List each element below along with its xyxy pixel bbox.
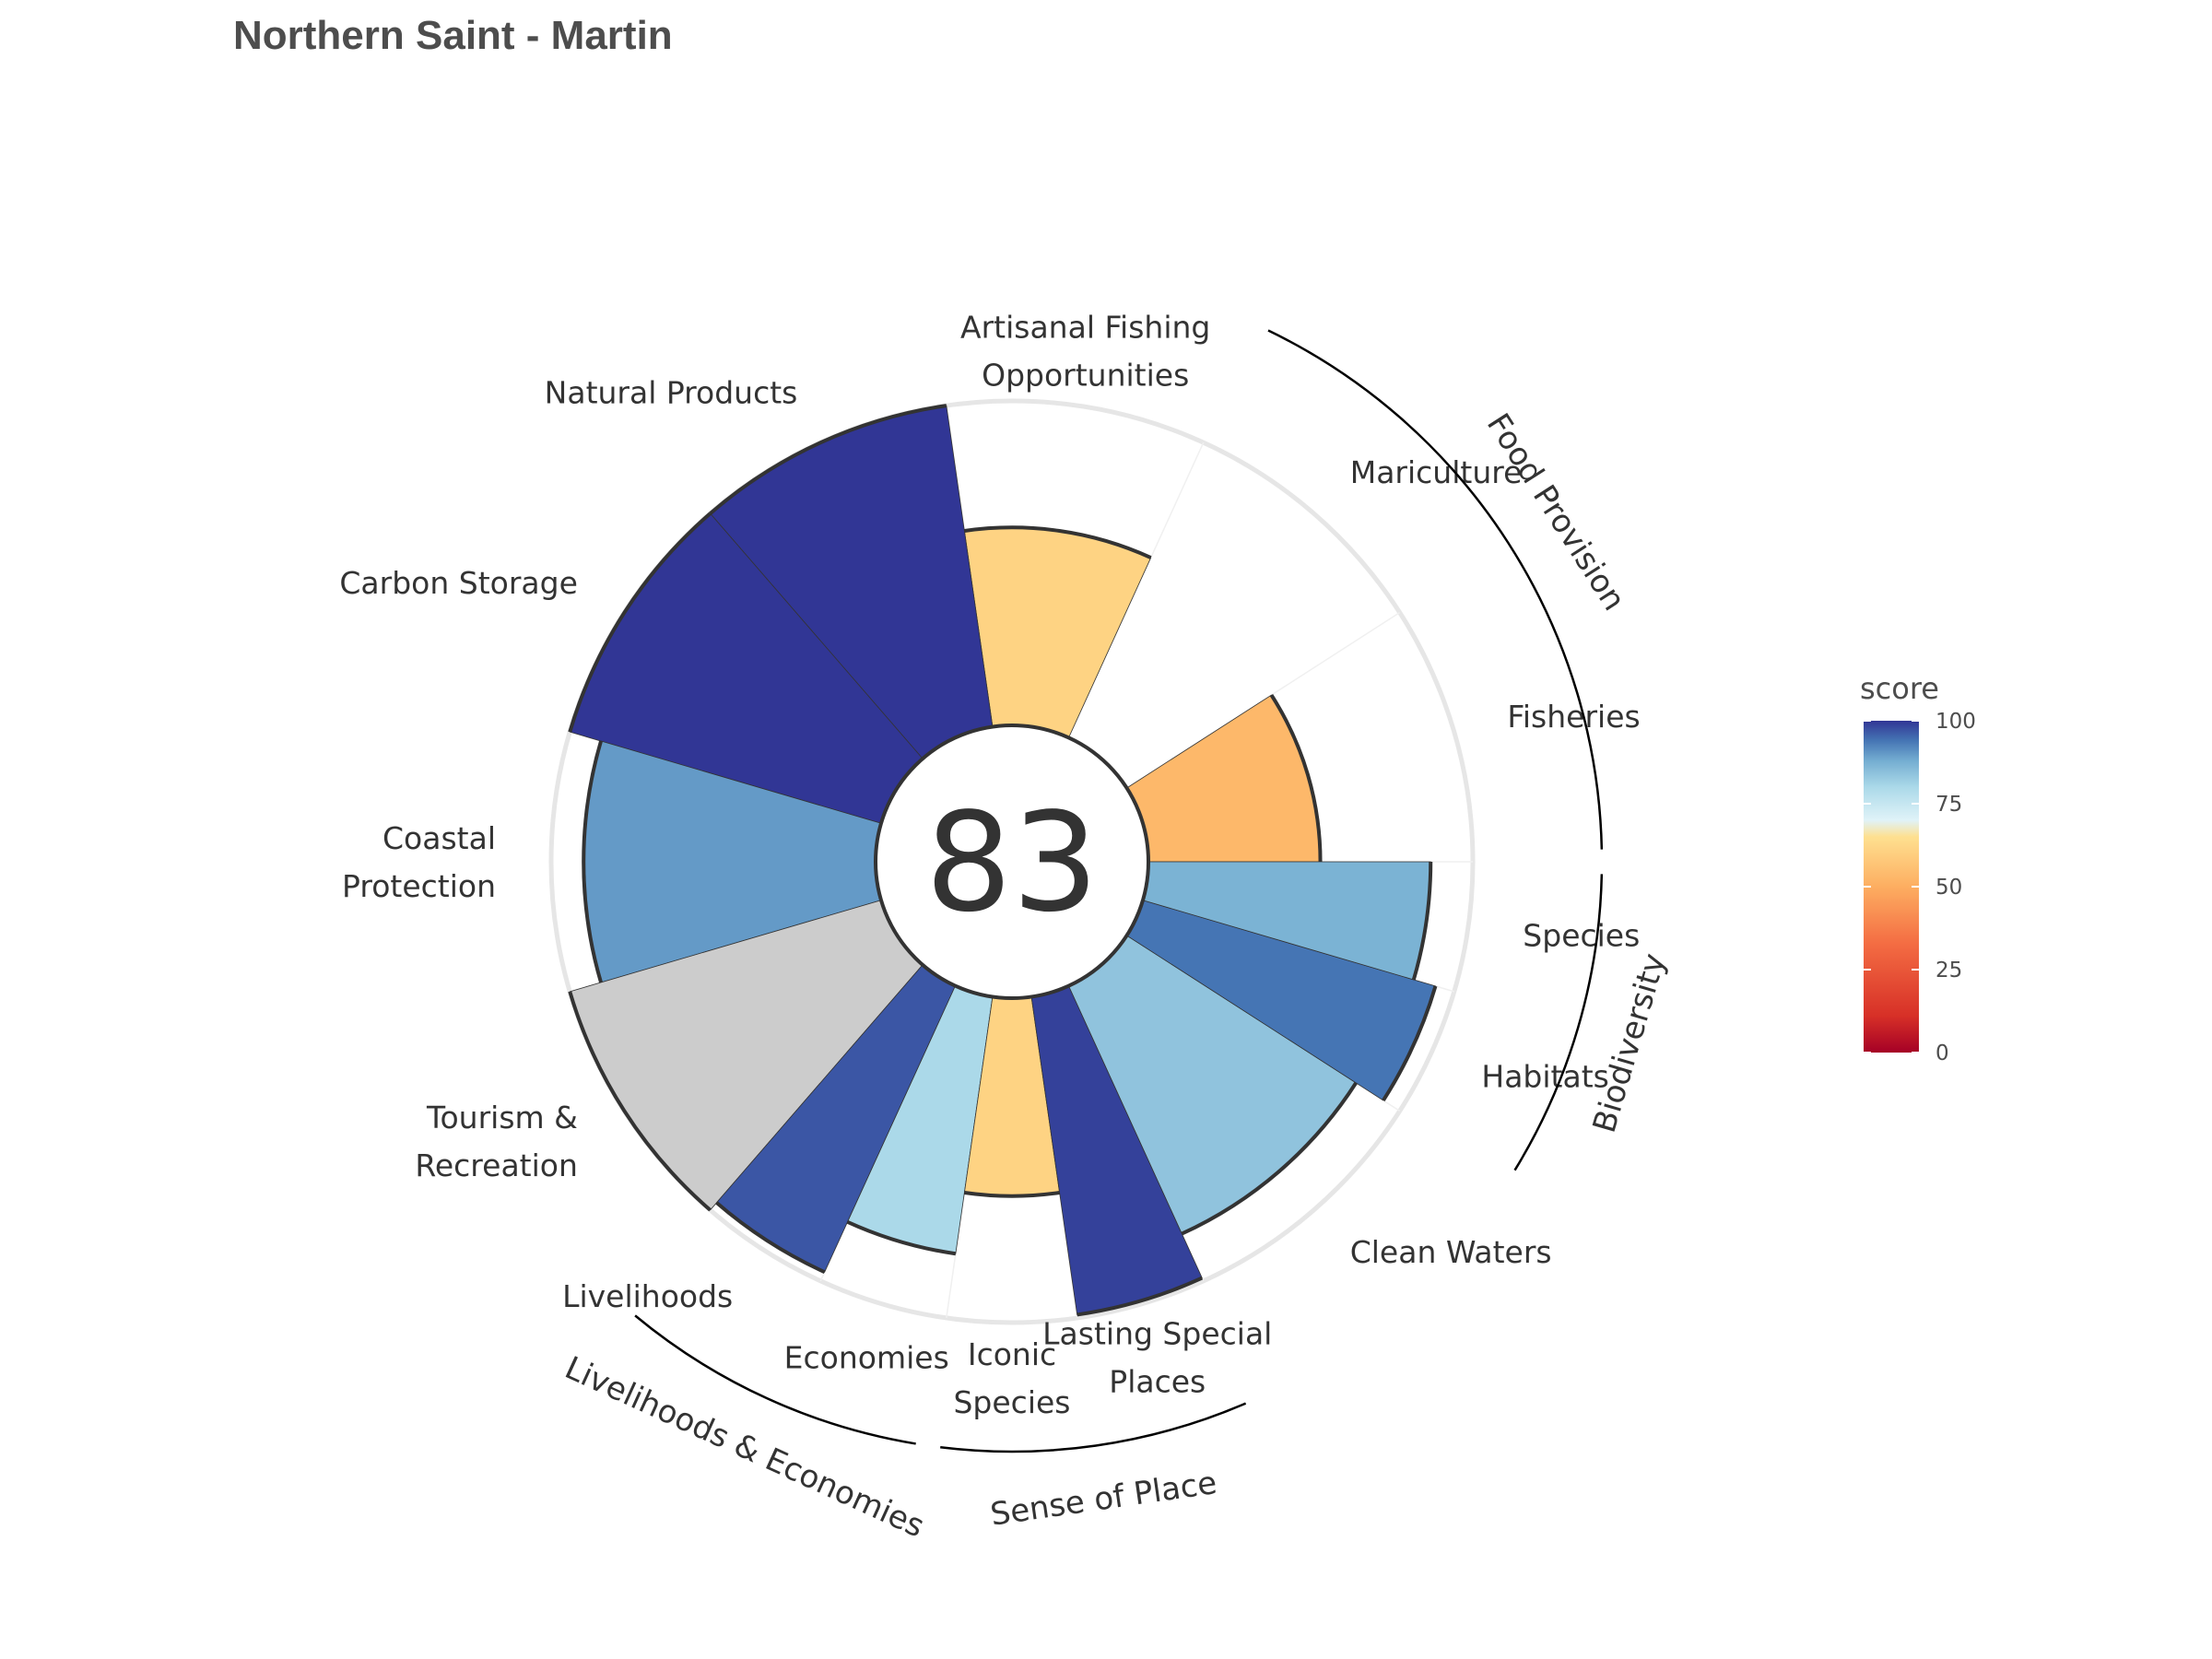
petal-outline-livelihoods — [715, 1201, 826, 1275]
goal-label-habitats: Habitats — [1481, 1059, 1608, 1095]
petal-fisheries — [1125, 694, 1321, 863]
goal-label-livelihoods: Livelihoods — [562, 1278, 733, 1314]
petal-outline-carbon-storage — [568, 512, 712, 733]
goal-label-tourism-and-recreation: Tourism & — [426, 1100, 578, 1135]
goal-label-fisheries: Fisheries — [1507, 699, 1640, 735]
legend-tick-label: 25 — [1936, 959, 1962, 982]
goal-label-economies: Economies — [784, 1339, 949, 1375]
petal-outline-habitats — [1382, 985, 1438, 1101]
goal-label-coastal-protection: Coastal — [382, 820, 496, 856]
group-label-sense-of-place: Sense of Place — [988, 1465, 1219, 1534]
legend-tick-label: 50 — [1936, 876, 1962, 900]
goal-label-artisanal-fishing-opportunities: Opportunities — [982, 358, 1189, 394]
goal-label-iconic-species: Iconic — [968, 1336, 1056, 1372]
petal-outline-economies — [846, 1219, 957, 1256]
group-arc-livelihoods-and-economies — [634, 1314, 916, 1445]
center: 83 — [874, 724, 1150, 1000]
legend: score 0 25 50 75 100 — [1860, 671, 1976, 1065]
petal-artisanal-fishing-opportunities — [963, 526, 1152, 738]
chart-title: Northern Saint - Martin — [233, 13, 673, 58]
legend-tick-label: 100 — [1936, 710, 1976, 734]
goal-label-coastal-protection: Protection — [342, 868, 496, 904]
goal-label-lasting-special-places: Lasting Special — [1042, 1315, 1272, 1351]
petals — [569, 405, 1436, 1315]
petal-outline-clean-waters — [1181, 1081, 1358, 1236]
legend-tick-label: 75 — [1936, 793, 1962, 817]
group-arc-biodiversity — [1513, 874, 1604, 1171]
center-score: 83 — [925, 783, 1099, 942]
goal-label-tourism-and-recreation: Recreation — [415, 1147, 577, 1183]
group-label-food-provision: Food Provision — [1479, 407, 1632, 618]
goal-label-artisanal-fishing-opportunities: Artisanal Fishing — [960, 310, 1210, 346]
petal-outline-iconic-species — [964, 1191, 1060, 1198]
goal-label-lasting-special-places: Places — [1109, 1363, 1206, 1399]
petal-outline-fisheries — [1269, 694, 1323, 863]
petal-outline-lasting-special-places — [1077, 1276, 1204, 1317]
center-circle — [874, 724, 1150, 1000]
petal-outline-tourism-and-recreation — [568, 991, 712, 1212]
petal-outline-artisanal-fishing-opportunities — [964, 525, 1152, 559]
legend-title: score — [1860, 671, 1939, 706]
legend-tick-label: 0 — [1936, 1041, 1949, 1065]
goal-labels: Fisheries Mariculture Artisanal Fishing Opp… — [339, 310, 1640, 1420]
goal-label-species: Species — [1523, 918, 1640, 954]
goal-label-iconic-species: Species — [953, 1384, 1070, 1420]
petal-outlines — [568, 404, 1438, 1317]
group-arc-sense-of-place — [940, 1402, 1247, 1453]
goal-label-natural-products: Natural Products — [545, 375, 798, 411]
goal-label-carbon-storage: Carbon Storage — [339, 565, 578, 601]
petal-outline-species — [1411, 861, 1433, 981]
group-arc-food-provision — [1267, 329, 1604, 850]
petal-outline-coastal-protection — [582, 740, 603, 983]
group-label-livelihoods-and-economies: Livelihoods & Economies — [559, 1349, 930, 1545]
goal-label-clean-waters: Clean Waters — [1350, 1234, 1552, 1270]
goal-label-mariculture: Mariculture — [1350, 454, 1523, 490]
group-label-biodiversity: Biodiversity — [1586, 949, 1674, 1136]
legend-colorbar — [1864, 721, 1919, 1053]
petal-outline-natural-products — [709, 404, 947, 515]
